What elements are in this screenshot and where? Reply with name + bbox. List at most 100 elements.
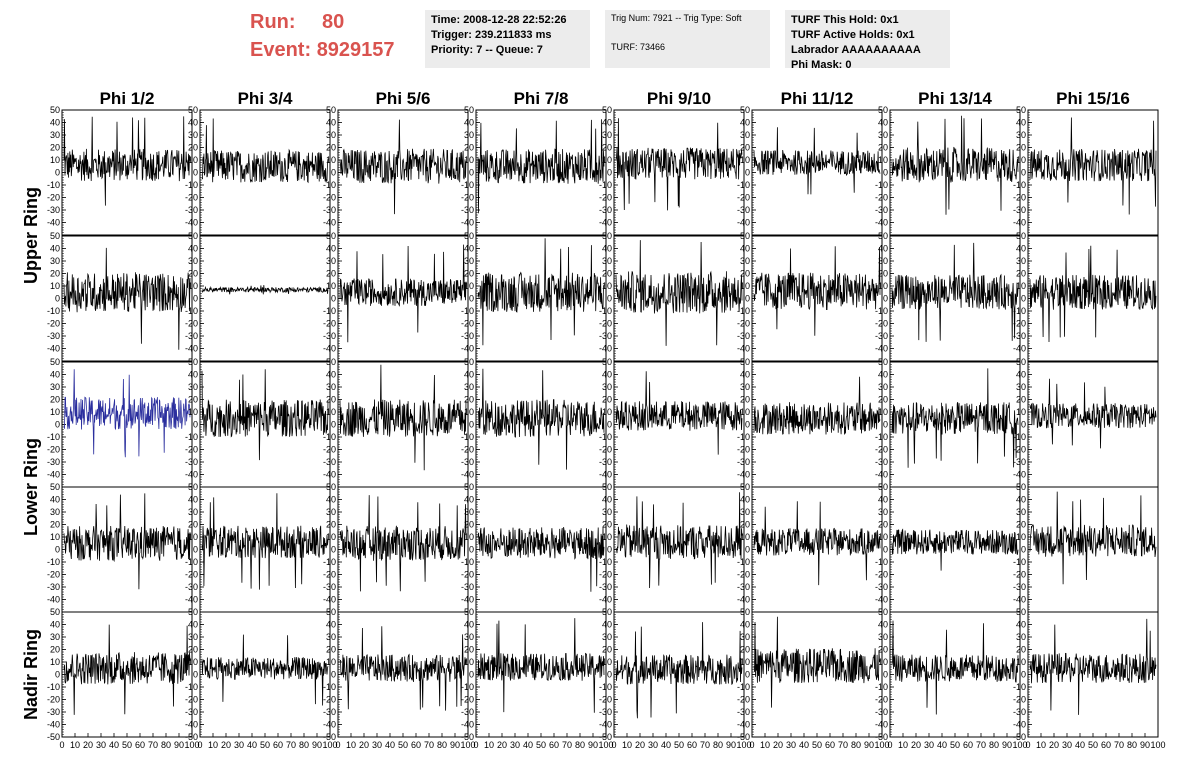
x-tick-label: 40 <box>109 740 119 750</box>
y-tick-label: -20 <box>1013 695 1026 705</box>
x-tick-label: 50 <box>812 740 822 750</box>
y-tick-label: 30 <box>326 130 336 140</box>
y-tick-label: 30 <box>602 507 612 517</box>
y-tick-label: -30 <box>323 707 336 717</box>
y-tick-label: 0 <box>331 545 336 555</box>
waveform-trace <box>891 242 1019 342</box>
y-tick-label: -40 <box>185 470 198 480</box>
x-tick-label: 0 <box>59 740 64 750</box>
y-tick-label: 0 <box>55 420 60 430</box>
x-tick-label: 100 <box>598 740 613 750</box>
y-tick-label: -50 <box>875 732 888 742</box>
y-tick-label: 40 <box>1016 620 1026 630</box>
y-tick-label: 0 <box>883 545 888 555</box>
y-tick-label: 30 <box>602 382 612 392</box>
y-tick-label: -30 <box>599 457 612 467</box>
y-tick-label: -30 <box>1013 205 1026 215</box>
y-tick-label: -10 <box>599 306 612 316</box>
y-tick-label: 50 <box>326 231 336 241</box>
y-tick-label: -10 <box>461 682 474 692</box>
x-tick-label: 0 <box>197 740 202 750</box>
y-tick-label: -40 <box>323 218 336 228</box>
y-tick-label: -10 <box>599 180 612 190</box>
y-tick-label: 40 <box>188 370 198 380</box>
y-tick-label: 10 <box>188 657 198 667</box>
y-tick-label: 30 <box>326 507 336 517</box>
y-tick-label: 40 <box>878 370 888 380</box>
waveform-trace <box>339 364 467 471</box>
y-tick-label: 30 <box>464 130 474 140</box>
y-tick-label: -20 <box>875 695 888 705</box>
y-tick-label: 20 <box>50 520 60 530</box>
y-tick-label: -30 <box>1013 582 1026 592</box>
y-tick-label: 0 <box>469 420 474 430</box>
y-tick-label: 30 <box>878 130 888 140</box>
x-tick-label: 50 <box>950 740 960 750</box>
y-tick-label: 20 <box>602 269 612 279</box>
turf-this-hold-text: TURF This Hold: 0x1 <box>791 14 899 26</box>
y-tick-label: -30 <box>185 205 198 215</box>
y-tick-label: 0 <box>607 545 612 555</box>
y-tick-label: -10 <box>461 306 474 316</box>
y-tick-label: 50 <box>326 105 336 115</box>
run-event-header: Run: 80 Event: 8929157 <box>250 8 420 68</box>
y-tick-label: -10 <box>461 557 474 567</box>
y-tick-label: 40 <box>326 370 336 380</box>
y-tick-label: -10 <box>599 432 612 442</box>
x-tick-label: 80 <box>851 740 861 750</box>
y-tick-label: -10 <box>323 180 336 190</box>
y-tick-label: -30 <box>461 331 474 341</box>
y-tick-label: 40 <box>1016 370 1026 380</box>
y-tick-label: 0 <box>607 670 612 680</box>
phi-column-header: Phi 7/8 <box>514 89 569 108</box>
y-tick-label: -10 <box>875 306 888 316</box>
y-tick-label: 30 <box>878 382 888 392</box>
y-tick-label: -20 <box>875 570 888 580</box>
waveform-trace <box>615 240 743 346</box>
y-tick-label: -20 <box>47 445 60 455</box>
y-tick-label: 50 <box>50 357 60 367</box>
y-tick-label: 30 <box>326 382 336 392</box>
x-tick-label: 10 <box>1036 740 1046 750</box>
y-tick-label: -40 <box>47 720 60 730</box>
waveform-trace <box>63 369 191 458</box>
y-tick-label: 30 <box>464 507 474 517</box>
y-tick-label: 40 <box>464 244 474 254</box>
x-tick-label: 60 <box>411 740 421 750</box>
y-tick-label: -30 <box>47 331 60 341</box>
y-tick-label: 40 <box>878 495 888 505</box>
x-tick-label: 40 <box>937 740 947 750</box>
y-tick-label: 30 <box>878 256 888 266</box>
y-tick-label: 40 <box>464 118 474 128</box>
y-tick-label: 50 <box>464 105 474 115</box>
y-tick-label: -20 <box>323 319 336 329</box>
x-tick-label: 70 <box>838 740 848 750</box>
x-tick-label: 70 <box>700 740 710 750</box>
y-tick-label: 40 <box>740 118 750 128</box>
waveform-trace <box>63 116 191 206</box>
y-tick-label: -10 <box>737 180 750 190</box>
y-tick-label: 30 <box>878 632 888 642</box>
y-tick-label: 10 <box>188 532 198 542</box>
y-tick-label: 0 <box>55 670 60 680</box>
y-tick-label: -20 <box>47 695 60 705</box>
y-tick-label: 40 <box>602 244 612 254</box>
y-tick-label: -40 <box>737 218 750 228</box>
y-tick-label: -20 <box>461 319 474 329</box>
y-tick-label: 50 <box>464 482 474 492</box>
y-tick-label: 0 <box>745 670 750 680</box>
run-value: 80 <box>322 11 345 33</box>
y-tick-label: -10 <box>875 180 888 190</box>
y-tick-label: -30 <box>185 331 198 341</box>
y-tick-label: -30 <box>599 582 612 592</box>
x-tick-label: 100 <box>874 740 889 750</box>
waveform-trace <box>63 493 191 590</box>
y-tick-label: 20 <box>326 395 336 405</box>
y-tick-label: 30 <box>50 256 60 266</box>
y-tick-label: 0 <box>607 168 612 178</box>
y-tick-label: 40 <box>50 620 60 630</box>
y-tick-label: -40 <box>1013 218 1026 228</box>
waveform-trace <box>1029 491 1157 585</box>
x-tick-label: 30 <box>1062 740 1072 750</box>
y-tick-label: 50 <box>50 231 60 241</box>
